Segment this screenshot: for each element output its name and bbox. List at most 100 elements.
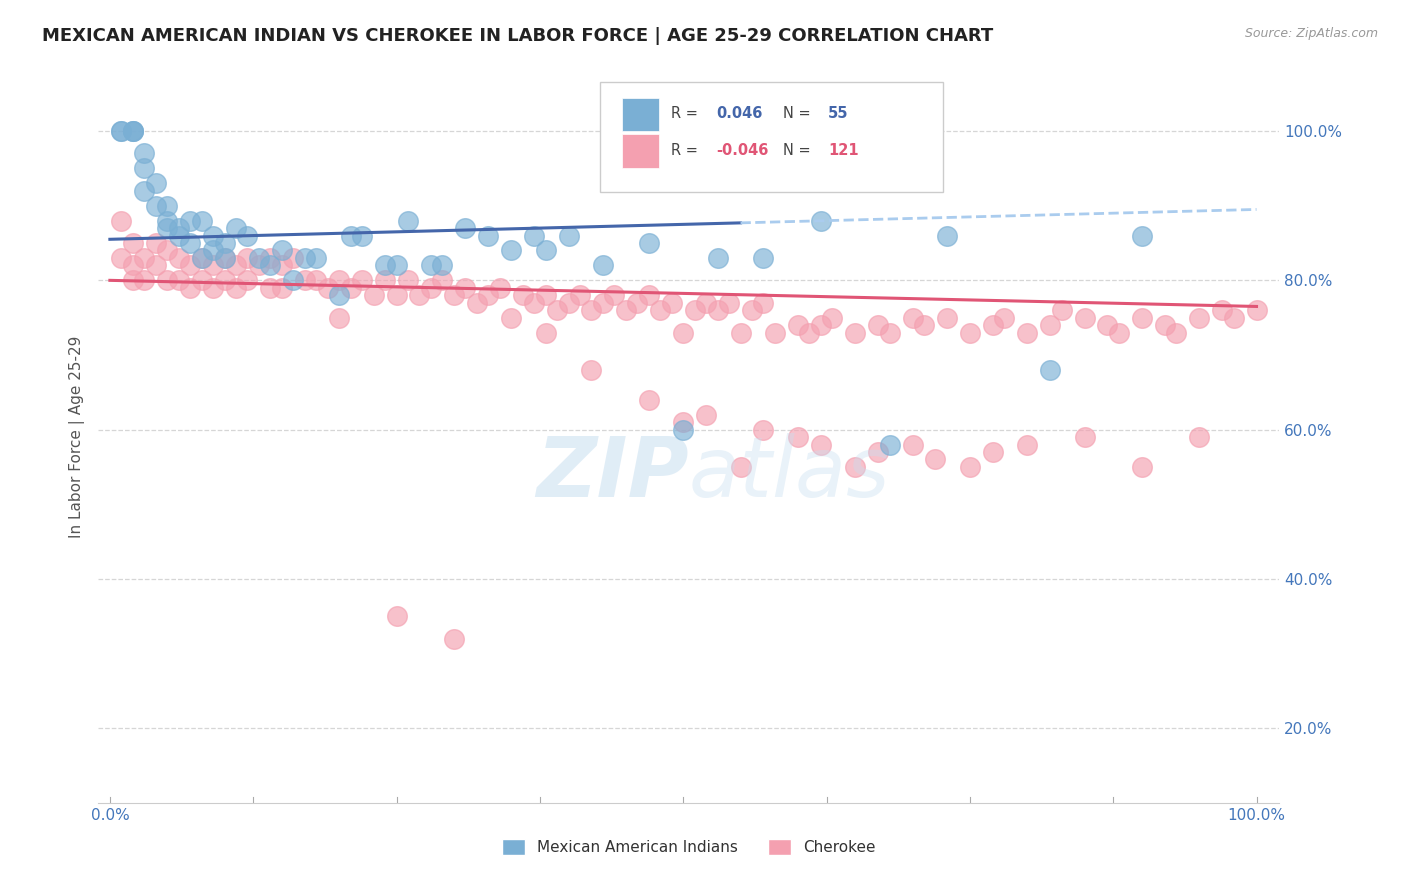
Point — [145, 177, 167, 191]
Point — [167, 221, 190, 235]
Point — [626, 295, 648, 310]
Point — [134, 146, 156, 161]
Point — [236, 251, 259, 265]
Point — [901, 437, 924, 451]
Point — [385, 609, 408, 624]
Point — [534, 288, 557, 302]
Point — [214, 251, 236, 265]
Point — [924, 452, 946, 467]
Point — [981, 318, 1004, 332]
Point — [959, 459, 981, 474]
Text: atlas: atlas — [689, 434, 890, 514]
Legend: Mexican American Indians, Cherokee: Mexican American Indians, Cherokee — [496, 833, 882, 861]
Point — [179, 259, 201, 273]
Point — [1050, 303, 1073, 318]
Point — [1222, 310, 1244, 325]
Point — [695, 295, 717, 310]
Point — [810, 437, 832, 451]
Point — [1211, 303, 1233, 318]
Point — [156, 244, 179, 258]
Point — [752, 295, 775, 310]
Point — [247, 259, 270, 273]
Point — [179, 213, 201, 227]
Point — [637, 288, 659, 302]
Point — [569, 288, 592, 302]
Point — [695, 408, 717, 422]
Point — [443, 632, 465, 646]
Point — [110, 124, 132, 138]
Point — [1108, 326, 1130, 340]
Point — [236, 228, 259, 243]
Point — [167, 251, 190, 265]
Point — [581, 303, 603, 318]
Point — [110, 124, 132, 138]
Point — [752, 423, 775, 437]
Point — [465, 295, 488, 310]
Point — [650, 303, 672, 318]
Point — [283, 251, 305, 265]
Point — [202, 281, 225, 295]
Point — [294, 251, 316, 265]
Point — [741, 303, 763, 318]
Point — [225, 259, 247, 273]
Point — [993, 310, 1015, 325]
Point — [1073, 310, 1095, 325]
Point — [259, 251, 281, 265]
Point — [981, 445, 1004, 459]
Point — [339, 281, 361, 295]
Point — [179, 281, 201, 295]
Point — [305, 273, 328, 287]
Point — [706, 251, 728, 265]
Point — [121, 124, 143, 138]
Point — [581, 363, 603, 377]
Text: N =: N = — [783, 143, 811, 158]
Text: 55: 55 — [828, 106, 849, 121]
Point — [396, 213, 419, 227]
Point — [134, 251, 156, 265]
Point — [420, 259, 443, 273]
Point — [534, 326, 557, 340]
Point — [935, 310, 957, 325]
Point — [214, 235, 236, 250]
Point — [1039, 318, 1062, 332]
Point — [167, 228, 190, 243]
Point — [396, 273, 419, 287]
Point — [202, 259, 225, 273]
Point — [752, 251, 775, 265]
Point — [190, 251, 212, 265]
FancyBboxPatch shape — [621, 135, 659, 168]
Point — [270, 259, 292, 273]
Point — [110, 251, 132, 265]
Point — [134, 161, 156, 176]
Point — [270, 244, 292, 258]
Point — [501, 244, 523, 258]
Point — [1130, 459, 1153, 474]
Point — [408, 288, 430, 302]
Point — [259, 281, 281, 295]
Point — [236, 273, 259, 287]
Point — [912, 318, 935, 332]
Point — [821, 310, 844, 325]
Point — [1153, 318, 1175, 332]
Point — [156, 213, 179, 227]
Point — [592, 259, 614, 273]
Point — [706, 303, 728, 318]
Point — [202, 228, 225, 243]
Point — [121, 235, 143, 250]
Point — [935, 228, 957, 243]
Point — [283, 273, 305, 287]
Point — [352, 273, 374, 287]
Point — [190, 273, 212, 287]
Point — [501, 310, 523, 325]
Point — [488, 281, 510, 295]
Point — [190, 251, 212, 265]
Text: N =: N = — [783, 106, 811, 121]
Point — [672, 415, 695, 429]
Text: ZIP: ZIP — [536, 434, 689, 514]
Point — [868, 318, 890, 332]
Point — [672, 423, 695, 437]
Point — [1017, 437, 1039, 451]
Text: Source: ZipAtlas.com: Source: ZipAtlas.com — [1244, 27, 1378, 40]
Point — [1188, 310, 1211, 325]
Point — [1073, 430, 1095, 444]
